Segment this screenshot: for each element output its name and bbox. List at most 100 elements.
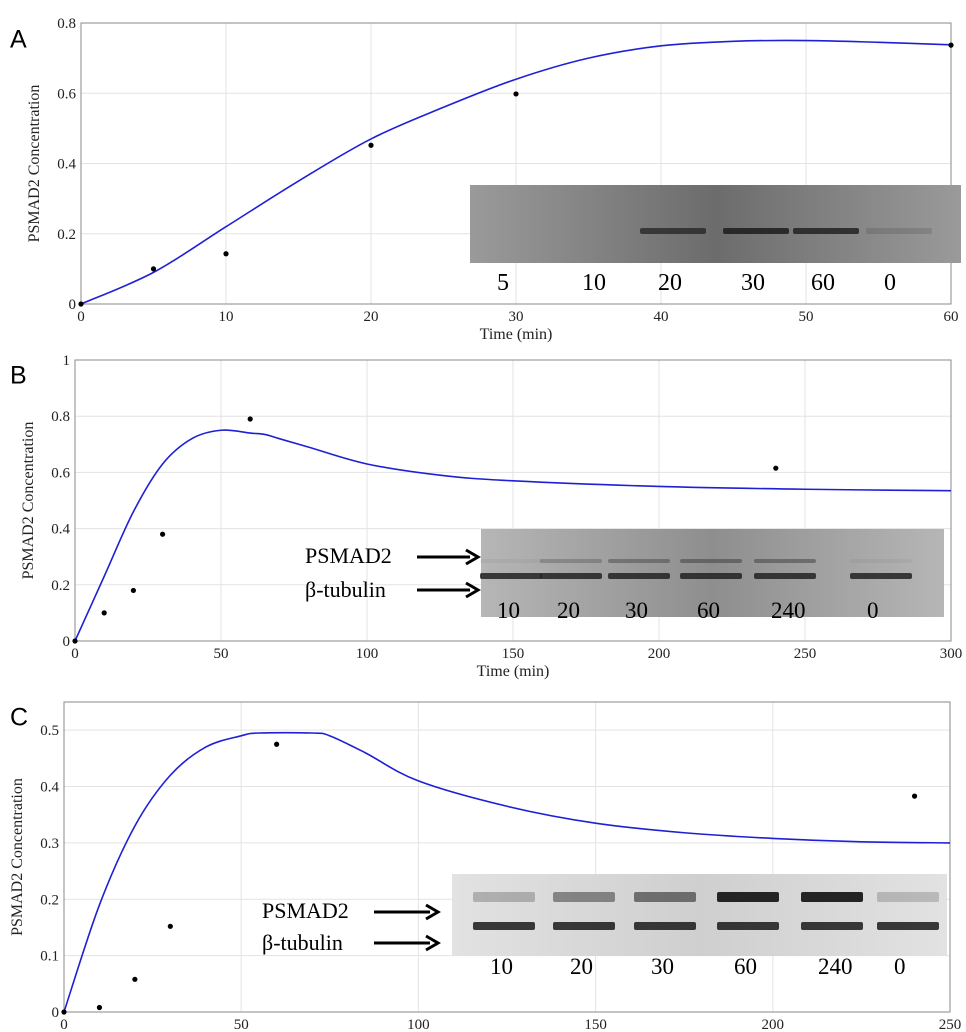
blot-band-psmad2 — [553, 892, 615, 902]
y-tick-label: 0.4 — [57, 157, 76, 173]
y-tick-label: 0 — [69, 297, 77, 313]
blot-image — [452, 874, 947, 956]
blot-band-psmad2 — [480, 559, 542, 563]
y-tick-label: 0 — [52, 1005, 60, 1021]
blot-band-tubulin — [801, 922, 863, 930]
blot-lane-label: 0 — [894, 954, 906, 979]
model-curve-line — [80, 39, 952, 305]
blot-lane-label: 240 — [818, 954, 853, 979]
panel-letter: B — [10, 362, 27, 390]
blot-lane-label: 10 — [582, 270, 606, 296]
blot-band-tubulin — [473, 922, 535, 930]
y-axis-label: PSMAD2 Concentration — [9, 778, 26, 936]
blot-lane-label: 10 — [497, 598, 520, 623]
x-axis-label: Time (min) — [480, 326, 553, 343]
plot-border — [80, 22, 952, 305]
panel-letter: A — [10, 26, 27, 54]
x-tick-label: 300 — [940, 646, 963, 662]
plot-border — [63, 701, 951, 1013]
measured-point — [368, 142, 374, 148]
blot-band — [793, 228, 859, 234]
blot-lane-label: 30 — [741, 270, 765, 296]
x-tick-label: 10 — [219, 309, 234, 325]
plot-border — [74, 359, 952, 642]
blot-band-tubulin — [540, 573, 602, 579]
x-tick-label: 60 — [944, 309, 959, 325]
blot-lane-label: 20 — [570, 954, 593, 979]
blot-band — [723, 228, 789, 234]
blot-lane-label: 30 — [625, 598, 648, 623]
measured-point — [911, 793, 918, 799]
y-tick-label: 0 — [63, 634, 71, 650]
blot-band-psmad2 — [680, 559, 742, 563]
measured-point — [773, 465, 779, 471]
blot-band-psmad2 — [877, 892, 939, 902]
band-arrow-head — [425, 903, 441, 921]
measured-point — [96, 1004, 103, 1011]
measured-point — [167, 923, 173, 929]
blot-lane-label: 60 — [734, 954, 757, 979]
blot-band-psmad2 — [540, 559, 602, 563]
band-label-psmad2: PSMAD2 — [262, 898, 349, 923]
x-tick-label: 20 — [364, 309, 379, 325]
band-label-tubulin: β-tubulin — [262, 930, 343, 955]
y-tick-label: 0.4 — [40, 780, 59, 796]
x-tick-label: 40 — [654, 309, 669, 325]
blot-band-tubulin — [680, 573, 742, 579]
band-label-psmad2: PSMAD2 — [305, 543, 392, 568]
measured-point — [223, 251, 229, 257]
blot-lane-label: 10 — [490, 954, 513, 979]
blot-band — [640, 228, 706, 234]
x-tick-label: 100 — [356, 646, 379, 662]
blot-band-psmad2 — [850, 559, 912, 563]
blot-band-tubulin — [877, 922, 939, 930]
x-tick-label: 150 — [502, 646, 525, 662]
blot-band-psmad2 — [801, 892, 863, 902]
x-tick-label: 200 — [762, 1017, 785, 1032]
x-tick-label: 50 — [234, 1017, 249, 1032]
x-tick-label: 200 — [648, 646, 671, 662]
y-tick-label: 1 — [63, 353, 71, 369]
measured-point — [948, 42, 954, 48]
western-blot-inset: 10 20 30 60 240 0 — [452, 874, 947, 979]
western-blot-inset: 10 20 30 60 240 0 — [480, 529, 944, 623]
x-tick-label: 0 — [71, 646, 79, 662]
model-curve-line — [63, 731, 951, 1013]
x-axis-label: Time (min) — [477, 663, 550, 680]
y-axis-label: PSMAD2 Concentration — [26, 85, 43, 243]
blot-band-psmad2 — [754, 559, 816, 563]
blot-lane-label: 5 — [497, 270, 509, 296]
blot-band-psmad2 — [717, 892, 779, 902]
western-blot-inset: 5 10 20 30 60 0 — [470, 185, 961, 296]
x-tick-label: 30 — [509, 309, 524, 325]
x-tick-label: 50 — [214, 646, 229, 662]
blot-band-tubulin — [634, 922, 696, 930]
x-tick-label: 0 — [77, 309, 85, 325]
blot-lane-label: 0 — [884, 270, 896, 296]
y-tick-label: 0.6 — [51, 465, 70, 481]
panel-letter: C — [10, 704, 28, 732]
blot-band-psmad2 — [473, 892, 535, 902]
blot-band — [866, 228, 932, 234]
measured-point — [150, 266, 157, 272]
blot-band-psmad2 — [608, 559, 670, 563]
measured-point — [160, 531, 166, 537]
blot-band-psmad2 — [634, 892, 696, 902]
y-tick-label: 0.5 — [40, 723, 59, 739]
y-tick-label: 0.2 — [51, 578, 70, 594]
x-tick-label: 100 — [407, 1017, 430, 1032]
band-arrow-head — [465, 581, 481, 599]
y-tick-label: 0.8 — [57, 16, 76, 32]
band-arrow-head — [425, 934, 441, 952]
blot-lane-label: 20 — [557, 598, 580, 623]
blot-band-tubulin — [717, 922, 779, 930]
blot-band-tubulin — [850, 573, 912, 579]
x-tick-label: 50 — [799, 309, 814, 325]
blot-lane-label: 60 — [811, 270, 835, 296]
blot-lane-label: 60 — [697, 598, 720, 623]
measured-point — [72, 638, 78, 644]
